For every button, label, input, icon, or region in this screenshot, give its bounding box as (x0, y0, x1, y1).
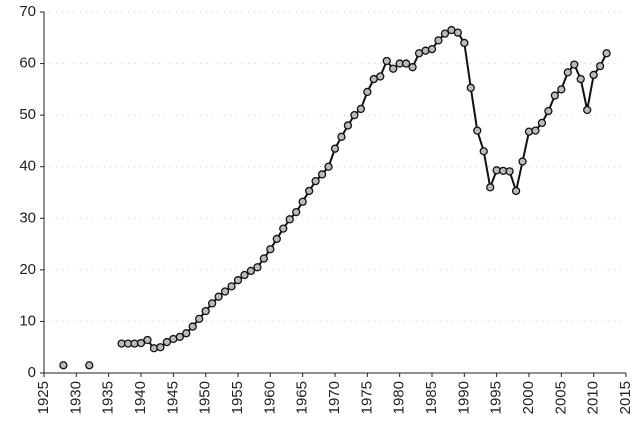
marker (537, 118, 547, 128)
x-tick-label: 1975 (358, 381, 375, 414)
marker (317, 170, 327, 179)
marker (473, 126, 482, 135)
marker (214, 292, 223, 301)
marker (227, 282, 236, 291)
marker (602, 49, 611, 58)
marker (162, 337, 172, 347)
marker (408, 63, 417, 72)
marker (337, 132, 346, 141)
marker (531, 126, 540, 135)
marker (59, 361, 68, 370)
marker (136, 338, 146, 348)
marker (246, 266, 256, 276)
marker (401, 59, 411, 68)
x-tick-label: 1955 (229, 381, 246, 414)
x-tick-label: 1950 (197, 381, 214, 414)
marker (453, 28, 463, 37)
marker (343, 121, 353, 130)
marker (175, 332, 184, 342)
marker (311, 177, 320, 186)
x-tick-label: 1965 (294, 381, 311, 414)
marker (486, 183, 495, 192)
marker (563, 68, 572, 77)
marker (356, 104, 366, 114)
marker (85, 361, 94, 370)
x-tick-label: 1980 (391, 381, 408, 414)
y-tick-label: 40 (19, 158, 36, 175)
x-tick-label: 2015 (617, 381, 634, 414)
marker (285, 215, 294, 224)
y-tick-label: 30 (19, 209, 36, 226)
x-tick-label: 1990 (455, 381, 472, 414)
marker (298, 197, 307, 206)
marker (576, 74, 585, 84)
marker (382, 56, 391, 66)
y-tick-label: 60 (19, 55, 36, 72)
x-tick-label: 1945 (164, 381, 181, 414)
marker (376, 72, 385, 81)
marker (279, 224, 288, 233)
marker (440, 29, 450, 38)
marker (557, 85, 566, 94)
x-tick-label: 1930 (67, 381, 84, 414)
y-tick-label: 70 (19, 3, 36, 20)
y-tick-label: 10 (19, 312, 36, 329)
y-tick-label: 50 (19, 106, 36, 123)
x-tick-label: 1985 (423, 381, 440, 414)
marker (389, 64, 398, 73)
marker (324, 162, 333, 171)
marker (466, 83, 475, 92)
marker (207, 299, 217, 308)
marker (427, 44, 437, 54)
marker (505, 167, 514, 176)
marker (330, 144, 340, 153)
marker (233, 276, 243, 285)
x-tick-label: 1935 (100, 381, 117, 414)
marker (363, 87, 372, 97)
x-tick-label: 1940 (132, 381, 149, 414)
marker (511, 186, 521, 196)
marker (479, 147, 488, 156)
x-tick-label: 1925 (35, 381, 52, 414)
x-tick-label: 1970 (326, 381, 343, 414)
marker (595, 62, 605, 71)
marker (292, 207, 301, 217)
line (121, 28, 608, 350)
marker (240, 270, 249, 280)
marker (550, 91, 560, 100)
marker (188, 322, 197, 331)
x-tick-label: 1995 (488, 381, 505, 414)
marker (201, 306, 210, 316)
x-tick-label: 2000 (520, 381, 537, 414)
x-tick-label: 1960 (261, 381, 278, 414)
marker (544, 106, 553, 116)
marker (460, 38, 469, 48)
marker (583, 105, 592, 115)
marker (304, 186, 314, 196)
y-tick-label: 0 (28, 364, 36, 381)
marker (143, 335, 152, 345)
marker (518, 157, 527, 166)
marker (570, 60, 579, 69)
x-tick-label: 2010 (585, 381, 602, 414)
marker (350, 110, 359, 120)
marker (266, 245, 275, 254)
x-tick-label: 2005 (552, 381, 569, 414)
marker (259, 254, 269, 263)
marker (434, 36, 443, 45)
marker (220, 287, 230, 296)
marker (156, 343, 165, 352)
y-tick-label: 20 (19, 261, 36, 278)
marker (182, 329, 191, 338)
marker (195, 314, 204, 324)
marker (272, 234, 281, 244)
marker (253, 263, 262, 272)
marker (589, 70, 598, 80)
